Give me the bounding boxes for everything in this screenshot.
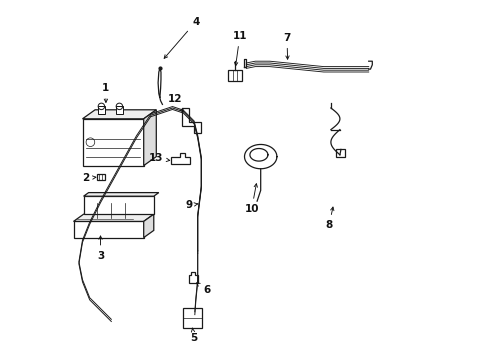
Polygon shape [181,108,201,133]
Polygon shape [170,153,190,164]
Text: 5: 5 [190,328,197,343]
Polygon shape [82,119,143,166]
Text: 10: 10 [244,184,259,214]
Polygon shape [83,193,159,196]
Text: 11: 11 [232,31,246,66]
Text: 2: 2 [82,173,96,183]
Text: 1: 1 [102,83,109,102]
Polygon shape [116,107,123,114]
Text: 13: 13 [149,153,169,163]
Polygon shape [228,70,242,81]
Polygon shape [188,272,197,283]
Text: 3: 3 [97,236,104,261]
Polygon shape [73,214,153,221]
Text: 7: 7 [283,33,290,59]
Polygon shape [143,110,156,166]
Polygon shape [73,221,143,238]
Text: 12: 12 [168,94,183,112]
Polygon shape [336,149,345,157]
Polygon shape [182,308,202,328]
Text: 9: 9 [185,200,198,210]
Text: 6: 6 [196,283,210,295]
Polygon shape [98,107,105,114]
Polygon shape [143,214,153,238]
Polygon shape [83,196,153,214]
Polygon shape [97,174,104,180]
Polygon shape [82,110,156,119]
Text: 8: 8 [325,207,333,230]
Text: 4: 4 [164,17,199,58]
